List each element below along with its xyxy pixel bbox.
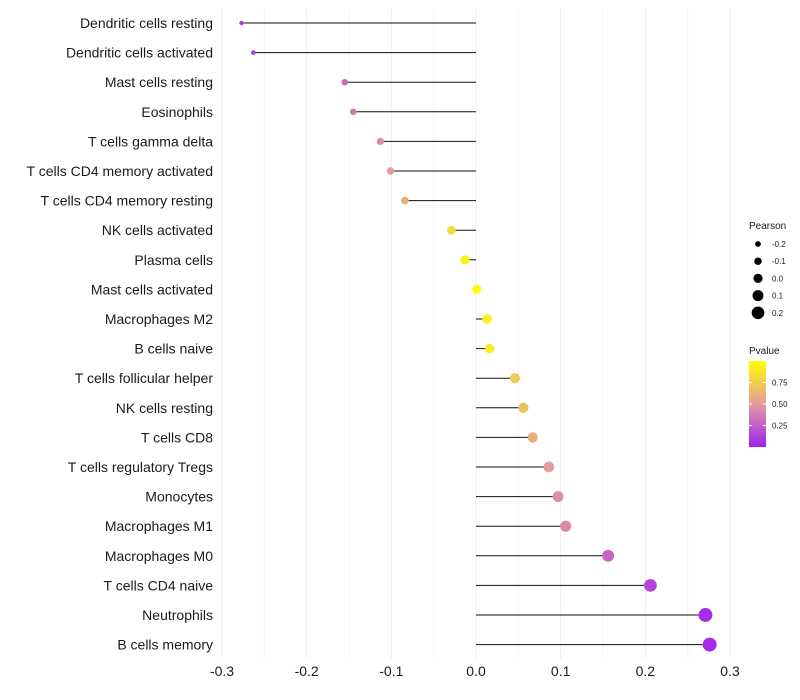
- category-label: T cells CD4 naive: [104, 577, 214, 593]
- lollipop-point: [401, 196, 409, 205]
- category-label: T cells follicular helper: [75, 370, 214, 386]
- lollipop-point: [460, 255, 470, 265]
- category-label: NK cells activated: [102, 222, 213, 238]
- lollipop-point: [341, 78, 349, 86]
- x-axis-ticks: -0.3 -0.2 -0.1 0.0 0.1 0.2 0.3: [210, 663, 740, 679]
- category-label: Macrophages M0: [105, 548, 213, 564]
- lollipop-point: [702, 637, 717, 652]
- size-legend-label: 0.0: [772, 274, 784, 283]
- size-legend-key: [753, 273, 763, 283]
- size-legend-key: [752, 290, 764, 302]
- category-label: Mast cells resting: [105, 74, 213, 90]
- lollipop-point: [698, 608, 713, 622]
- category-label: T cells CD4 memory resting: [41, 193, 213, 209]
- category-label: Mast cells activated: [91, 281, 213, 297]
- category-label: Dendritic cells activated: [66, 45, 213, 61]
- size-legend-label: -0.1: [772, 257, 786, 266]
- lollipop-point: [560, 520, 572, 532]
- colorbar-tick-label: 0.75: [772, 379, 788, 388]
- y-axis-labels: Dendritic cells resting Dendritic cells a…: [27, 15, 214, 653]
- x-tick-label: 0.2: [636, 663, 656, 679]
- category-label: Dendritic cells resting: [80, 15, 213, 31]
- size-legend-items: -0.2 -0.1 0.0 0.1 0.2: [751, 240, 786, 320]
- category-label: Plasma cells: [134, 252, 213, 268]
- x-tick-label: 0.1: [551, 663, 571, 679]
- x-tick-label: 0.3: [720, 663, 740, 679]
- lollipop-point: [552, 491, 564, 503]
- lollipop-point: [644, 579, 657, 592]
- lollipop-point: [239, 20, 244, 26]
- lollipop-point: [472, 284, 482, 295]
- lollipop-points: [239, 20, 717, 652]
- lollipop-point: [482, 314, 492, 324]
- size-legend-label: 0.2: [772, 309, 784, 318]
- lollipop-point: [602, 549, 615, 562]
- x-tick-label: -0.1: [379, 663, 403, 679]
- x-tick-label: -0.2: [295, 663, 319, 679]
- category-label: Monocytes: [145, 489, 213, 505]
- lollipop-point: [251, 50, 256, 55]
- size-legend-key: [755, 241, 761, 247]
- lollipop-point: [518, 402, 529, 413]
- lollipop-point: [447, 225, 456, 235]
- colorbar-ticks: 0.25 0.50 0.75: [749, 379, 788, 431]
- x-tick-label: 0.0: [466, 663, 486, 679]
- category-label: T cells CD8: [141, 429, 213, 445]
- category-label: B cells memory: [117, 637, 213, 653]
- colorbar-tick-label: 0.50: [772, 400, 788, 409]
- lollipop-point: [376, 137, 384, 146]
- colorbar-tick-label: 0.25: [772, 422, 788, 431]
- size-legend-key: [754, 257, 762, 265]
- grid-lines: [221, 8, 731, 658]
- category-label: T cells CD4 memory activated: [27, 163, 213, 179]
- size-legend-title: Pearson: [749, 221, 786, 232]
- category-label: T cells gamma delta: [88, 133, 213, 149]
- size-legend-label: 0.1: [772, 292, 784, 301]
- category-label: Macrophages M1: [105, 518, 213, 534]
- color-legend-title: Pvalue: [749, 346, 780, 357]
- colorbar: [749, 361, 766, 447]
- lollipop-point: [527, 432, 538, 443]
- category-label: NK cells resting: [116, 400, 213, 416]
- lollipop-point: [349, 108, 357, 116]
- x-tick-label: -0.3: [210, 663, 234, 679]
- category-label: B cells naive: [134, 341, 213, 357]
- legend: Pearson -0.2 -0.1 0.0 0.1 0.2 Pvalue 0.25 0.5…: [749, 221, 788, 447]
- category-label: Neutrophils: [142, 607, 213, 623]
- lollipop-point: [484, 343, 495, 354]
- size-legend-label: -0.2: [772, 240, 786, 249]
- category-label: Macrophages M2: [105, 311, 213, 327]
- category-label: T cells regulatory Tregs: [68, 459, 213, 475]
- lollipop-point: [509, 373, 520, 384]
- lollipop-point: [543, 461, 555, 473]
- lollipop-point: [386, 167, 395, 175]
- size-legend-key: [751, 306, 765, 320]
- category-label: Eosinophils: [141, 104, 213, 120]
